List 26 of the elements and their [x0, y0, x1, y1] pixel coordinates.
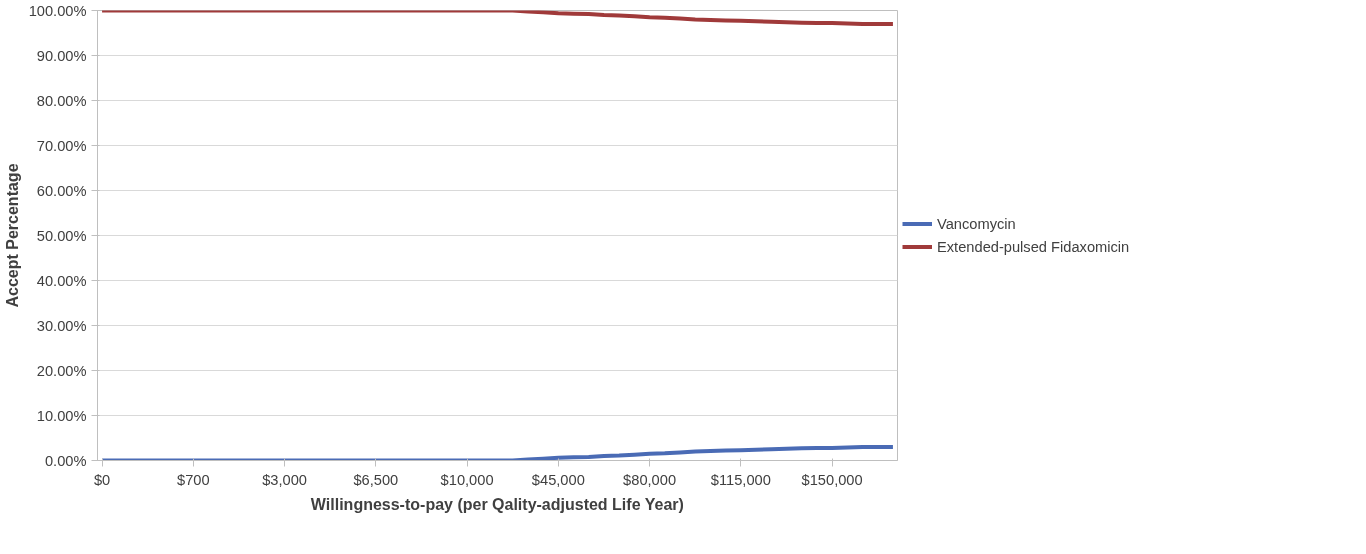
y-tick-label: 0.00% — [44, 452, 87, 469]
legend-label: Extended-pulsed Fidaxomicin — [937, 238, 1130, 255]
y-tick-label: 10.00% — [36, 407, 87, 424]
y-tick-label: 90.00% — [36, 47, 87, 64]
x-tick-label: $10,000 — [440, 471, 494, 488]
y-axis-title: Accept Percentage — [3, 163, 21, 308]
x-tick-label: $45,000 — [531, 471, 585, 488]
x-tick-label: $0 — [93, 471, 111, 488]
x-tick-label: $115,000 — [710, 471, 771, 488]
x-tick-label: $80,000 — [623, 471, 677, 488]
line-series — [100, 445, 895, 461]
x-tick-label: $150,000 — [801, 471, 863, 488]
x-axis-title: Willingness-to-pay (per Qality-adjusted Life Year) — [310, 495, 684, 513]
y-tick-label: 100.00% — [28, 2, 87, 19]
y-tick-label: 70.00% — [36, 137, 87, 154]
line-series — [100, 10, 895, 26]
legend-label: Vancomycin — [937, 215, 1016, 232]
x-tick-label: $700 — [177, 471, 210, 488]
x-tick-label: $3,000 — [262, 471, 307, 488]
y-tick-label: 60.00% — [36, 182, 87, 199]
x-tick-label: $6,500 — [353, 471, 399, 488]
y-tick-label: 50.00% — [36, 227, 87, 244]
y-tick-label: 80.00% — [36, 92, 87, 109]
y-tick-label: 40.00% — [36, 272, 87, 289]
y-tick-label: 30.00% — [36, 317, 87, 334]
y-tick-label: 20.00% — [36, 362, 87, 379]
